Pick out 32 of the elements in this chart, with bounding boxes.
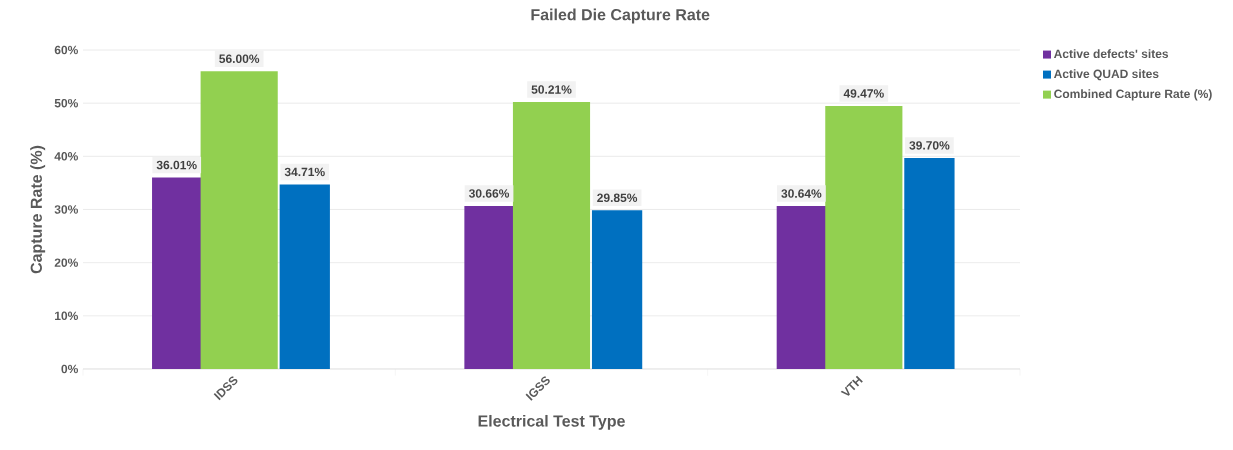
y-tick-label: 40% <box>54 152 78 161</box>
y-axis-title: Capture Rate (%) <box>30 145 46 274</box>
legend-label: Active defects' sites <box>1053 49 1169 59</box>
legend-label: Active QUAD sites <box>1053 69 1159 81</box>
data-label: 56.00% <box>219 54 260 64</box>
y-tick-label: 30% <box>54 205 78 214</box>
data-label: 30.66% <box>468 189 510 198</box>
bar <box>200 71 278 369</box>
y-tick-label: 20% <box>54 258 78 267</box>
x-tick-label: VTH <box>840 375 863 396</box>
data-label: 39.70% <box>909 141 950 150</box>
chart-title: Failed Die Capture Rate <box>531 8 710 24</box>
data-label: 49.47% <box>843 89 884 98</box>
bar <box>591 210 643 369</box>
data-label: 34.71% <box>284 167 325 177</box>
bar <box>464 205 514 369</box>
bar <box>279 184 330 369</box>
bar <box>152 177 202 369</box>
y-tick-label: 60% <box>54 45 78 55</box>
data-label: 30.64% <box>781 189 822 198</box>
x-axis-title: Electrical Test Type <box>478 414 625 430</box>
bar <box>904 157 955 369</box>
data-label: 50.21% <box>531 85 572 94</box>
legend-label: Combined Capture Rate (%) <box>1054 89 1212 101</box>
bar <box>512 102 591 369</box>
y-tick-label: 10% <box>55 311 78 321</box>
data-label: 36.01% <box>156 160 197 170</box>
data-label: 29.85% <box>597 193 638 203</box>
y-tick-label: 50% <box>54 98 78 108</box>
y-tick-label: 0% <box>61 364 78 374</box>
bar <box>776 206 827 369</box>
bar <box>825 105 903 369</box>
